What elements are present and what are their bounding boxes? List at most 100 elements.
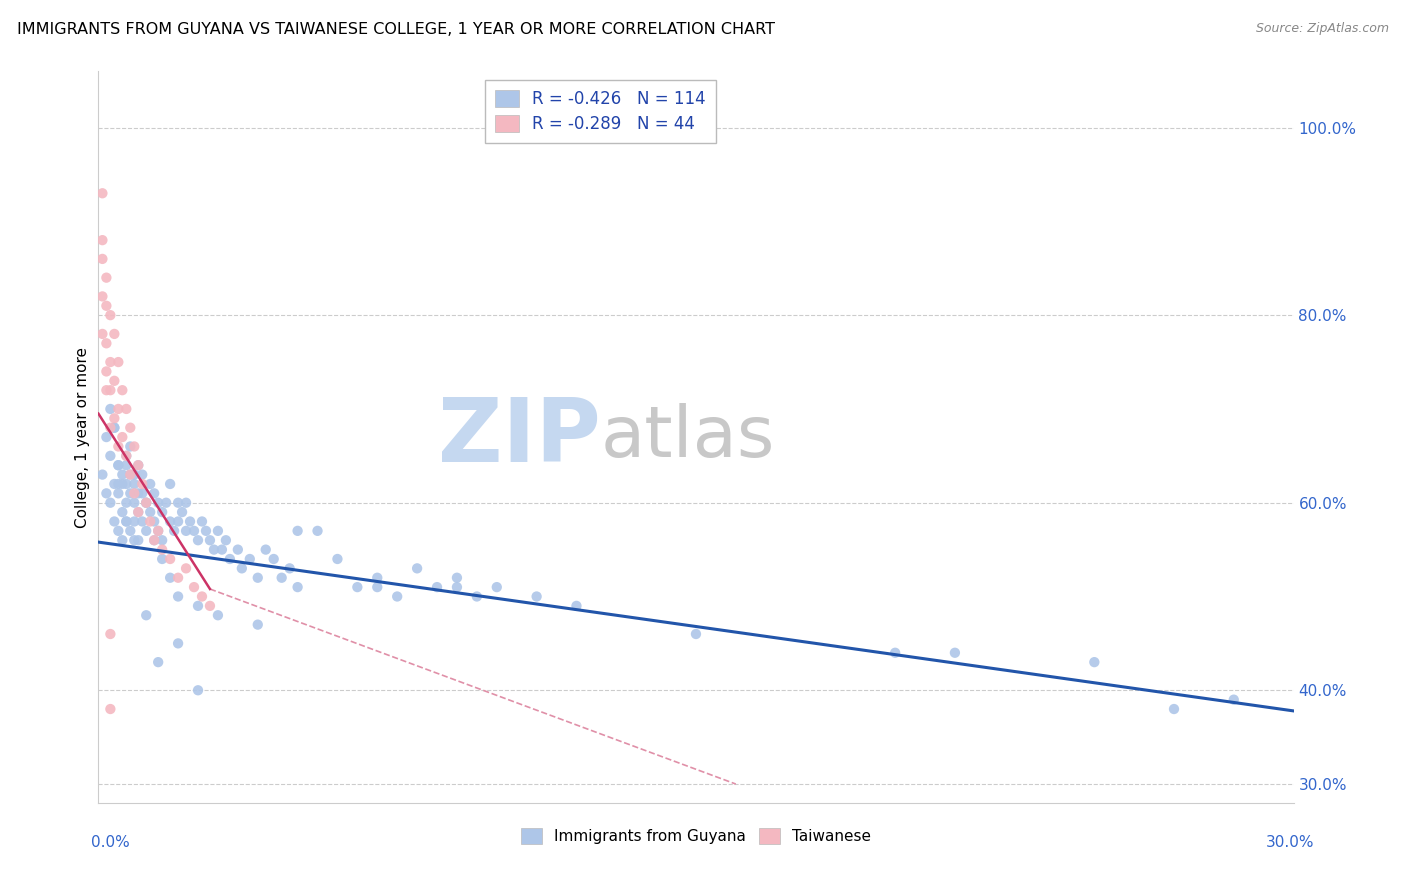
Point xyxy=(98,420,122,434)
Point xyxy=(98,627,122,641)
Point xyxy=(187,683,209,698)
Point xyxy=(150,552,173,566)
Point xyxy=(426,580,449,594)
Point xyxy=(111,383,134,397)
Point xyxy=(120,486,142,500)
Point xyxy=(124,486,146,500)
Point xyxy=(98,355,122,369)
Point xyxy=(207,524,229,538)
Point xyxy=(326,552,349,566)
Point xyxy=(195,524,218,538)
Point xyxy=(246,571,269,585)
Point xyxy=(163,524,186,538)
Point xyxy=(98,401,122,416)
Point xyxy=(148,524,170,538)
Point xyxy=(485,580,508,594)
Point xyxy=(174,561,197,575)
Point xyxy=(107,440,129,454)
Point xyxy=(174,524,197,538)
Point xyxy=(246,617,269,632)
Point xyxy=(187,533,209,548)
Text: 30.0%: 30.0% xyxy=(1267,836,1315,850)
Point xyxy=(207,608,229,623)
Point xyxy=(884,646,907,660)
Point xyxy=(98,383,122,397)
Point xyxy=(135,608,157,623)
Point xyxy=(111,533,134,548)
Point xyxy=(131,467,153,482)
Point xyxy=(446,580,468,594)
Point xyxy=(103,477,125,491)
Point xyxy=(143,486,166,500)
Point xyxy=(127,458,149,473)
Point xyxy=(120,467,142,482)
Point xyxy=(307,524,329,538)
Point xyxy=(103,411,125,425)
Point xyxy=(107,458,129,473)
Point xyxy=(127,458,149,473)
Text: atlas: atlas xyxy=(600,402,775,472)
Point xyxy=(239,552,262,566)
Point xyxy=(115,458,138,473)
Point xyxy=(148,496,170,510)
Point xyxy=(115,515,138,529)
Point xyxy=(198,533,221,548)
Point xyxy=(91,233,114,247)
Point xyxy=(115,515,138,529)
Point xyxy=(191,515,214,529)
Point xyxy=(231,561,253,575)
Point xyxy=(103,374,125,388)
Point xyxy=(103,420,125,434)
Point xyxy=(198,599,221,613)
Point xyxy=(107,355,129,369)
Point xyxy=(91,467,114,482)
Point xyxy=(366,580,388,594)
Y-axis label: College, 1 year or more: College, 1 year or more xyxy=(75,347,90,527)
Point xyxy=(226,542,249,557)
Point xyxy=(96,430,118,444)
Point xyxy=(167,590,190,604)
Point xyxy=(172,505,194,519)
Point xyxy=(287,580,309,594)
Point xyxy=(159,552,181,566)
Point xyxy=(167,636,190,650)
Point xyxy=(167,571,190,585)
Point xyxy=(127,533,149,548)
Point xyxy=(465,590,488,604)
Point xyxy=(111,467,134,482)
Point xyxy=(155,496,177,510)
Point xyxy=(446,571,468,585)
Point xyxy=(111,505,134,519)
Point xyxy=(98,308,122,322)
Point xyxy=(139,515,162,529)
Point xyxy=(143,533,166,548)
Point xyxy=(135,496,157,510)
Point xyxy=(127,505,149,519)
Point xyxy=(143,515,166,529)
Point xyxy=(148,524,170,538)
Point xyxy=(120,440,142,454)
Point xyxy=(103,420,125,434)
Text: 0.0%: 0.0% xyxy=(91,836,131,850)
Point xyxy=(107,486,129,500)
Point xyxy=(91,186,114,201)
Point xyxy=(124,467,146,482)
Point xyxy=(120,467,142,482)
Point xyxy=(167,515,190,529)
Point xyxy=(139,505,162,519)
Point xyxy=(943,646,966,660)
Point xyxy=(135,496,157,510)
Point xyxy=(135,524,157,538)
Point xyxy=(127,505,149,519)
Point xyxy=(115,401,138,416)
Text: IMMIGRANTS FROM GUYANA VS TAIWANESE COLLEGE, 1 YEAR OR MORE CORRELATION CHART: IMMIGRANTS FROM GUYANA VS TAIWANESE COLL… xyxy=(17,22,775,37)
Point xyxy=(150,542,173,557)
Point xyxy=(107,477,129,491)
Point xyxy=(96,336,118,351)
Point xyxy=(111,430,134,444)
Point xyxy=(103,515,125,529)
Point xyxy=(278,561,301,575)
Point xyxy=(1223,692,1246,706)
Point xyxy=(183,524,205,538)
Point xyxy=(107,401,129,416)
